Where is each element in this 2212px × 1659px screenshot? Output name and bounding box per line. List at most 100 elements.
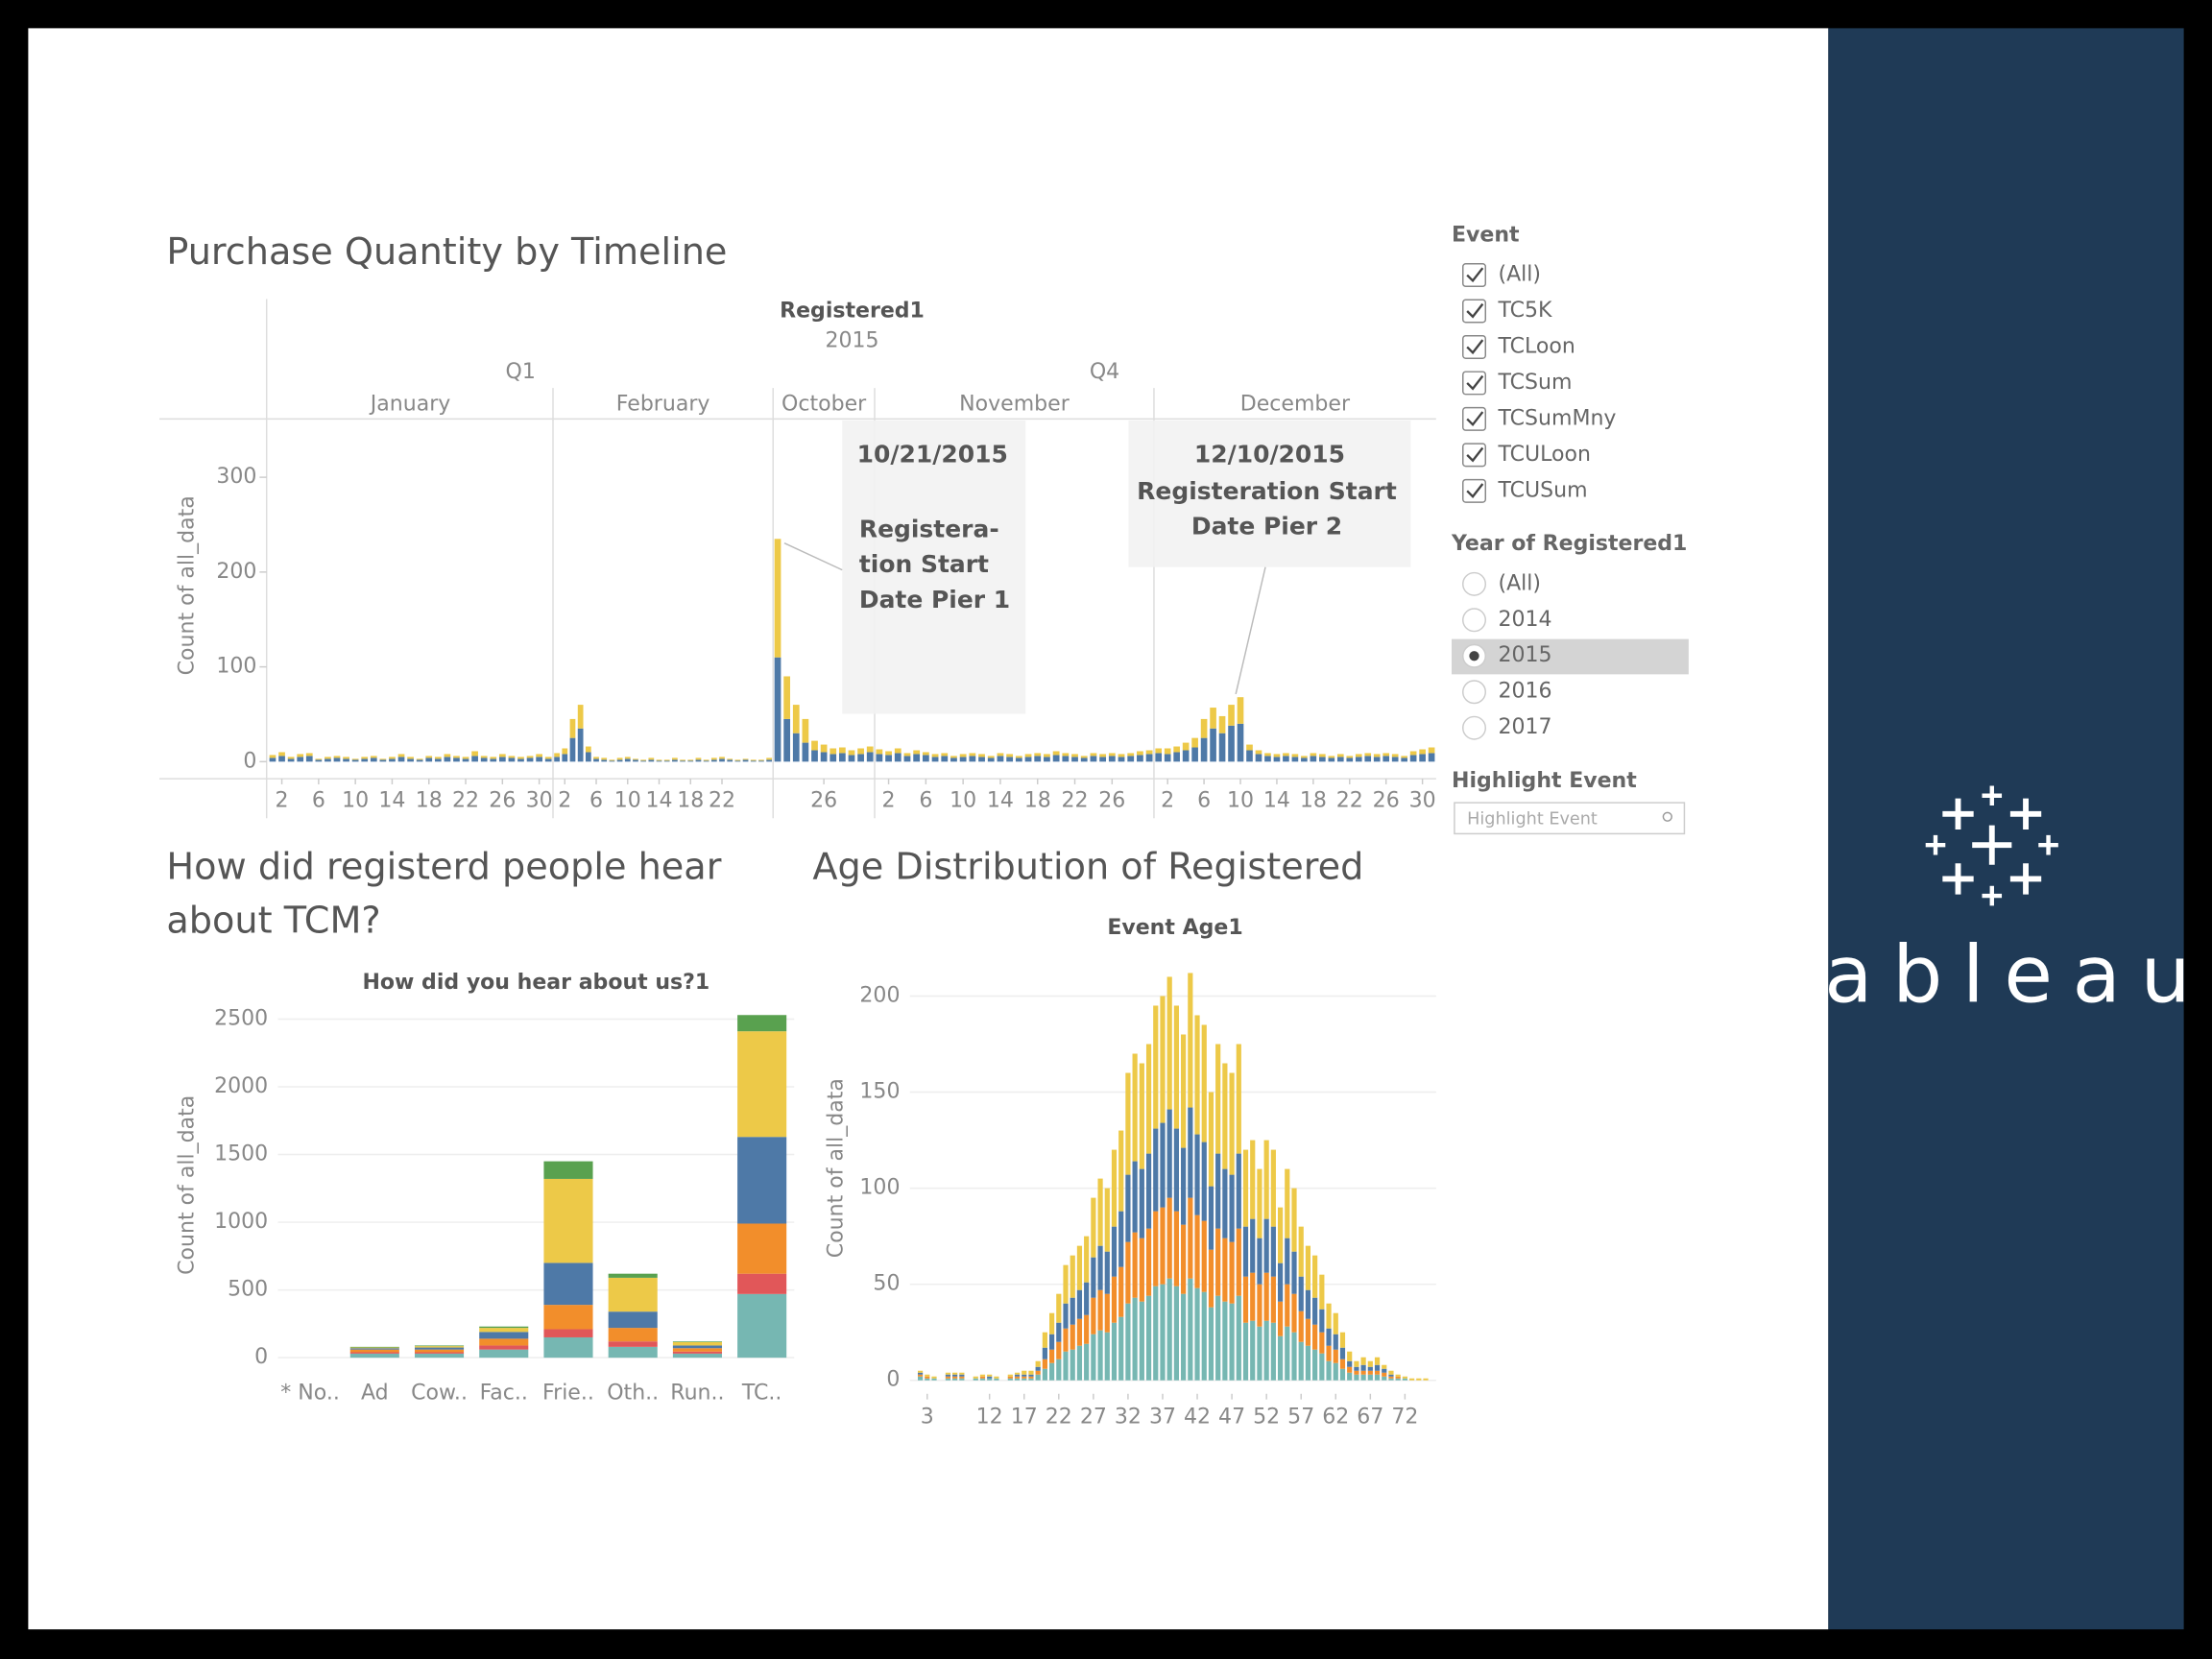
bar-segment	[1210, 708, 1216, 729]
bar-segment	[1273, 754, 1281, 757]
annotation-text: Registera-	[859, 515, 999, 542]
chart-title: about TCM?	[166, 900, 380, 942]
checkmark	[1466, 374, 1484, 391]
bar-segment	[1277, 1207, 1284, 1263]
checkbox[interactable]	[1462, 406, 1486, 431]
bar-segment	[1145, 1153, 1152, 1229]
bar-segment	[1125, 1072, 1131, 1175]
bar-segment	[917, 1372, 924, 1375]
bar-segment	[1042, 1368, 1047, 1381]
bar-segment	[1201, 1220, 1207, 1292]
bar-segment	[351, 758, 359, 760]
bar-segment	[544, 758, 552, 762]
radio[interactable]	[1462, 608, 1486, 633]
bar-segment	[397, 757, 405, 762]
bar-segment	[1347, 1360, 1353, 1367]
bar-segment	[325, 757, 331, 759]
bar-segment	[1257, 1326, 1262, 1381]
bar-segment	[1200, 718, 1208, 738]
bar-segment	[1388, 1374, 1394, 1377]
bar-segment	[1111, 1149, 1118, 1227]
bar-segment	[1048, 1334, 1055, 1350]
bar-segment	[1153, 1286, 1159, 1381]
checkbox[interactable]	[1462, 263, 1486, 288]
bar-segment	[1312, 1349, 1318, 1381]
x-tick-label: 2	[558, 789, 571, 813]
checkbox[interactable]	[1462, 478, 1486, 503]
bar-segment	[397, 754, 405, 757]
bar-segment	[1409, 1378, 1415, 1381]
bar-segment	[1071, 754, 1078, 757]
bar-segment	[959, 1374, 965, 1377]
bar-segment	[462, 758, 469, 762]
bar-segment	[1044, 757, 1050, 762]
bar-segment	[1312, 1324, 1318, 1350]
bar-segment	[585, 752, 591, 762]
bar-segment	[1402, 1376, 1407, 1379]
bar-segment	[802, 742, 809, 762]
bar-segment	[903, 753, 911, 757]
bar-segment	[1034, 756, 1042, 762]
bar-segment	[1166, 1278, 1172, 1381]
bar-segment	[1194, 1214, 1200, 1288]
checkbox[interactable]	[1462, 371, 1486, 396]
bar-segment	[554, 757, 560, 762]
bar-segment	[1181, 1224, 1187, 1294]
bar-segment	[1155, 748, 1163, 754]
bar-segment	[1326, 1360, 1332, 1381]
bar-segment	[416, 758, 423, 760]
bar-segment	[608, 1341, 658, 1347]
bar-segment	[536, 757, 542, 762]
bar-segment	[1402, 1378, 1407, 1381]
bar-segment	[608, 1277, 658, 1312]
bar-segment	[1312, 1255, 1318, 1298]
bar-segment	[1084, 1314, 1090, 1344]
bar-segment	[1291, 1188, 1297, 1252]
bar-segment	[1382, 1364, 1387, 1369]
bar-segment	[1242, 1149, 1249, 1227]
bar-segment	[1182, 742, 1190, 751]
y-tick-label: 2500	[214, 1006, 268, 1030]
bar-segment	[1242, 1322, 1249, 1381]
checkmark	[1466, 411, 1484, 427]
filter-option: (All)	[1498, 571, 1541, 595]
bar-segment	[876, 749, 883, 755]
bar-segment	[680, 759, 685, 761]
bar-segment	[601, 757, 608, 760]
bar-segment	[917, 1374, 924, 1377]
bar-segment	[577, 728, 584, 762]
search-input[interactable]	[1454, 802, 1686, 835]
bar-segment	[913, 754, 921, 762]
checkbox[interactable]	[1462, 299, 1486, 324]
bar-segment	[624, 757, 631, 759]
bar-segment	[680, 760, 685, 762]
radio[interactable]	[1462, 571, 1486, 596]
x-tick-label: 2	[882, 789, 896, 813]
bar-segment	[1201, 1024, 1207, 1142]
bar-segment	[1006, 757, 1014, 762]
bar-segment	[758, 760, 764, 762]
bar-segment	[1118, 757, 1125, 762]
bar-segment	[1200, 737, 1208, 762]
bar-segment	[1022, 1378, 1027, 1381]
checkbox[interactable]	[1462, 334, 1486, 359]
bar-segment	[278, 752, 285, 757]
bar-segment	[1270, 1276, 1276, 1323]
bar-segment	[1127, 753, 1135, 757]
bar-segment	[1326, 1328, 1332, 1346]
bar-segment	[931, 757, 939, 762]
bar-segment	[1181, 1034, 1187, 1148]
bar-segment	[1367, 1374, 1373, 1381]
filter-option: TC5K	[1497, 299, 1552, 323]
bar-segment	[1326, 1303, 1332, 1329]
filter-title: Event	[1452, 223, 1520, 247]
bar-segment	[648, 757, 655, 760]
bar-segment	[1215, 1153, 1221, 1229]
bar-segment	[734, 759, 741, 761]
checkbox[interactable]	[1462, 443, 1486, 468]
radio[interactable]	[1462, 715, 1486, 740]
bar-segment	[609, 759, 615, 761]
bar-segment	[1285, 1168, 1290, 1238]
bar-segment	[672, 1341, 722, 1342]
radio[interactable]	[1462, 680, 1486, 705]
